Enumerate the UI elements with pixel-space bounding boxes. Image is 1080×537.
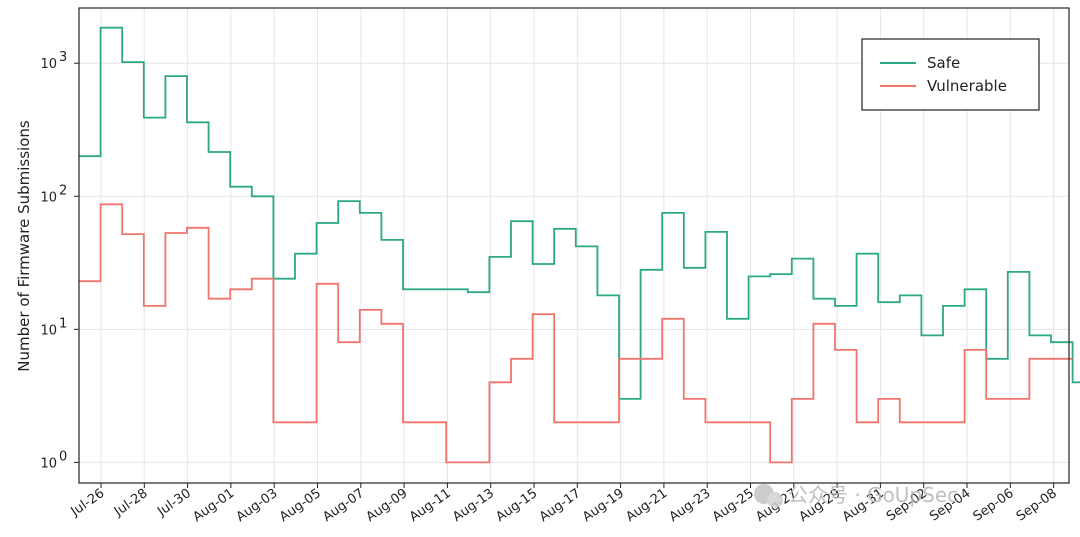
x-tick-label: Aug-03 <box>234 486 281 525</box>
x-tick-label: Aug-01 <box>190 486 237 525</box>
x-tick-label: Jul-28 <box>111 486 151 520</box>
y-tick-label: 10 <box>40 456 57 471</box>
x-tick-label: Aug-21 <box>623 486 670 525</box>
x-tick-label: Aug-23 <box>667 486 714 525</box>
series-line-vulnerable <box>79 203 1073 464</box>
x-tick-label: Aug-17 <box>537 486 584 525</box>
x-tick-label: Aug-25 <box>710 486 757 525</box>
y-tick-exponent: 3 <box>59 50 67 65</box>
y-tick-label: 10 <box>40 323 57 338</box>
y-axis-label: Number of Firmware Submissions <box>15 120 33 372</box>
y-tick-exponent: 1 <box>59 316 67 331</box>
y-tick-exponent: 2 <box>59 183 67 198</box>
watermark: 公众号 · GoUpSec <box>754 483 958 508</box>
legend: Safe Vulnerable <box>861 38 1040 111</box>
x-tick-label: Aug-15 <box>493 486 540 525</box>
series-layer <box>79 26 1080 464</box>
y-tick-label: 10 <box>40 57 57 72</box>
x-tick-label: Aug-07 <box>320 486 367 525</box>
watermark-text: 公众号 · GoUpSec <box>788 483 958 507</box>
plot-frame <box>78 7 1070 484</box>
y-tick-exponent: 0 <box>59 449 67 464</box>
x-tick-label: Sep-08 <box>1014 486 1060 525</box>
y-tick-label: 10 <box>40 190 57 205</box>
x-tick-label: Aug-05 <box>277 486 324 525</box>
x-tick-label: Jul-26 <box>68 486 108 520</box>
legend-label-safe: Safe <box>927 54 960 72</box>
x-tick-label: Aug-19 <box>580 486 627 525</box>
x-tick-label: Aug-11 <box>407 486 454 525</box>
legend-label-vulnerable: Vulnerable <box>927 77 1007 95</box>
x-tick-label: Sep-06 <box>971 486 1017 525</box>
series-line-safe <box>79 26 1080 400</box>
grid-layer <box>79 8 1069 483</box>
x-tick-label: Jul-30 <box>154 486 194 520</box>
x-tick-label: Aug-09 <box>364 486 411 525</box>
x-tick-label: Aug-13 <box>450 486 497 525</box>
wechat-logo-icon <box>754 484 783 508</box>
legend-box <box>861 38 1040 111</box>
